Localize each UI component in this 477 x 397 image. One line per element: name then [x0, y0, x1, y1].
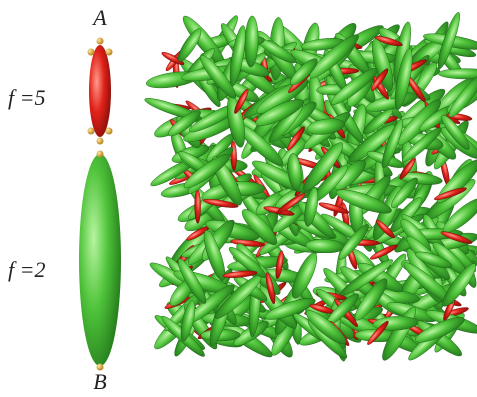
figure: A B f =5 f =2: [0, 0, 477, 397]
green-particle-shape: [438, 68, 477, 79]
green-particle: [79, 151, 121, 371]
red-particle-shape: [194, 189, 200, 223]
end-label-b: B: [93, 369, 106, 394]
red-particle-label: f =5: [8, 85, 45, 110]
red-particle: [88, 38, 113, 145]
end-label-a: A: [91, 5, 107, 30]
green-particle-label: f =2: [8, 257, 45, 282]
particle-packing: [143, 11, 477, 364]
